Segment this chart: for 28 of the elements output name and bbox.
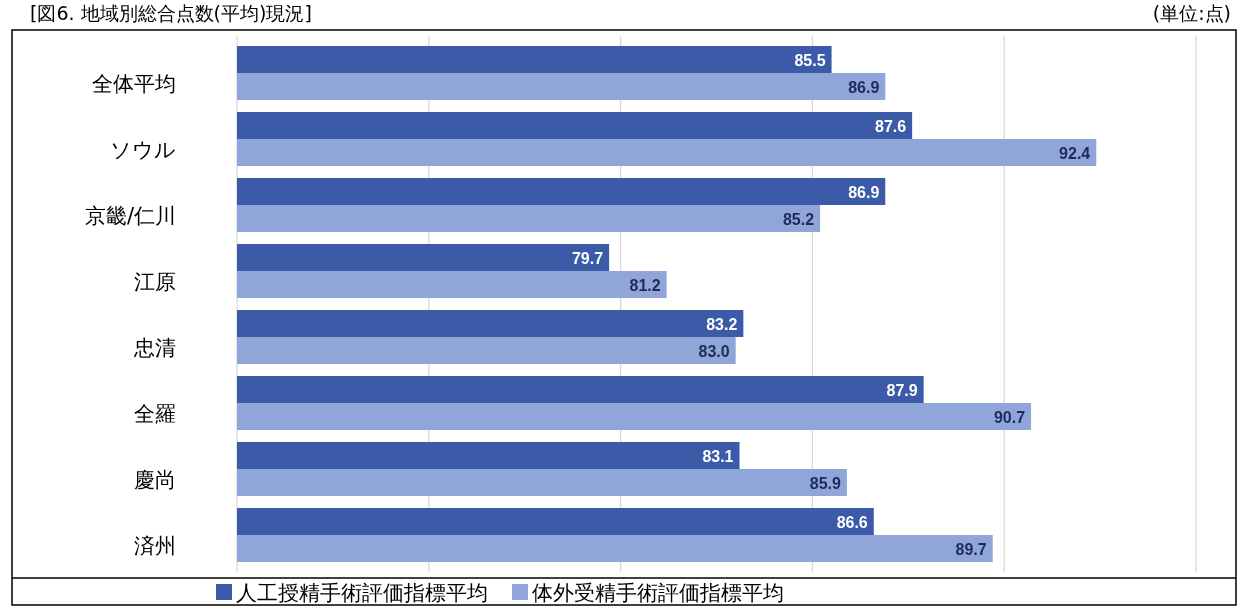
text: (単位:点): [1152, 2, 1231, 24]
data-label: 92.4: [1059, 144, 1091, 162]
data-label: 86.6: [836, 513, 868, 531]
y-tick-label: ソウル: [110, 138, 176, 162]
data-label: 87.9: [886, 381, 918, 399]
data-label: 85.2: [782, 210, 815, 228]
data-label: 83.0: [698, 342, 730, 360]
data-label: 85.5: [794, 51, 826, 69]
data-label: 87.6: [875, 117, 907, 135]
data-label: 86.9: [848, 78, 880, 96]
y-tick-label: 京畿/仁川: [84, 204, 176, 228]
chart-title: [図6. 地域別総合点数(平均)現況]: [30, 2, 312, 24]
y-tick-label: 全体平均: [92, 72, 176, 96]
data-label: 90.7: [993, 408, 1026, 426]
data-label: 79.7: [571, 249, 604, 267]
data-label: 86.9: [848, 183, 880, 201]
y-tick-label: 忠清: [133, 336, 176, 360]
legend-label: 体外受精手術評価指標平均: [532, 581, 784, 605]
y-tick-label: 慶尚: [134, 468, 176, 492]
data-label: 83.1: [702, 447, 734, 465]
data-label: 83.2: [706, 315, 738, 333]
data-label: 85.9: [809, 474, 842, 492]
y-tick-label: 済州: [134, 534, 176, 558]
y-tick-label: 全羅: [134, 402, 176, 426]
data-label: 81.2: [629, 276, 661, 294]
data-label: 89.7: [955, 540, 987, 558]
legend-label: 人工授精手術評価指標平均: [236, 581, 488, 605]
y-tick-label: 江原: [134, 270, 176, 294]
